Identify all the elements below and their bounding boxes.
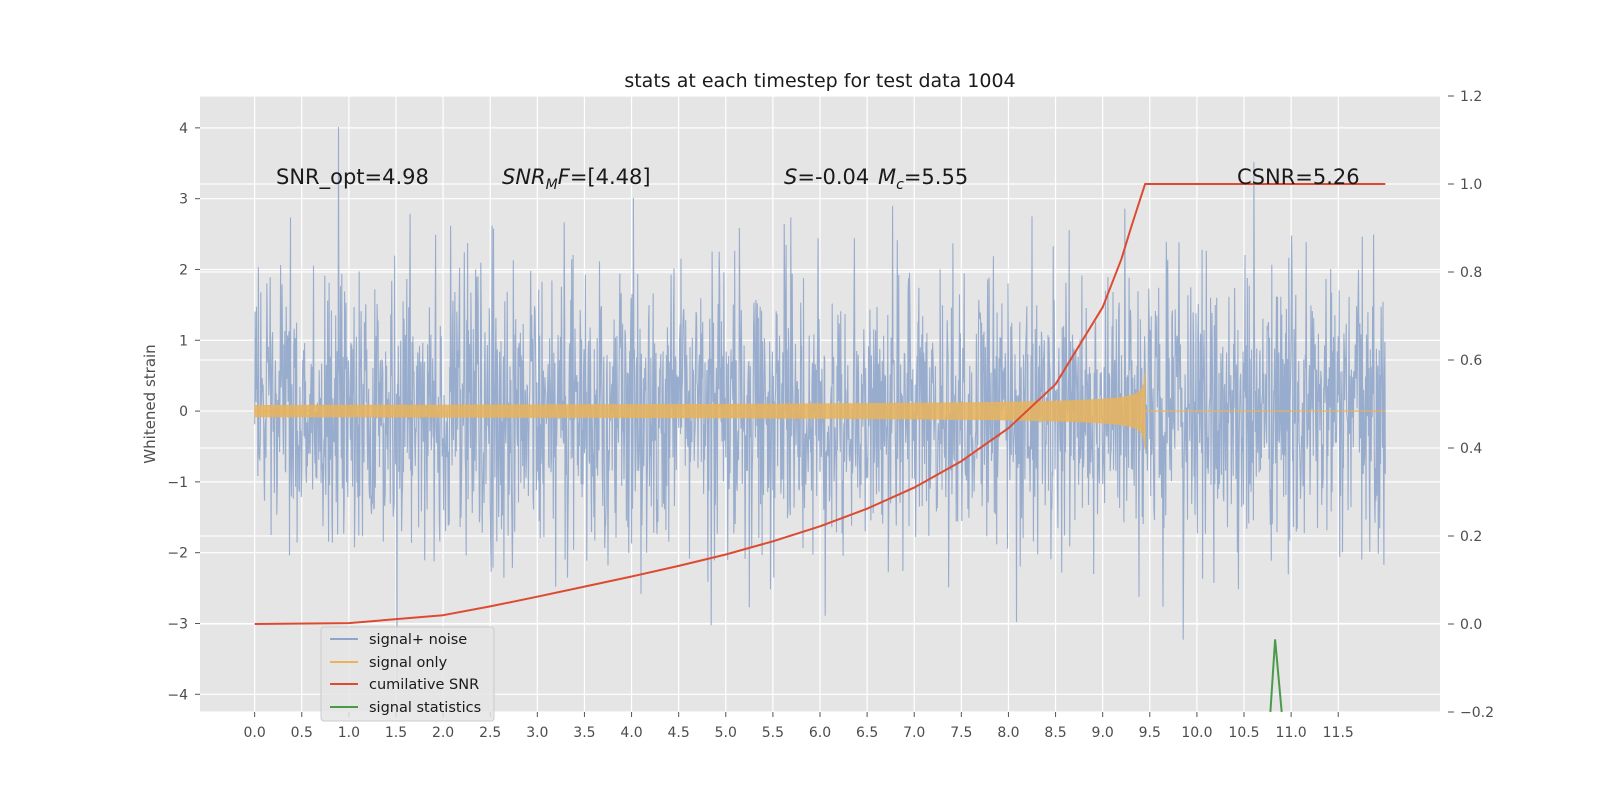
x-axis-ticks: 0.0 0.5 1.0 1.5 2.0 2.5 3.0 3.5 4.0 4.5 5.0 5.5 6.0 6… bbox=[244, 712, 1354, 741]
x-tick-label: 9.0 bbox=[1092, 725, 1114, 741]
x-tick-label: 5.5 bbox=[762, 725, 784, 741]
area-signal-only bbox=[254, 372, 1146, 450]
y-tick-label: 0 bbox=[179, 404, 188, 420]
x-tick-label: 10.0 bbox=[1181, 725, 1212, 741]
legend: signal+ noise signal only cumilative SNR… bbox=[320, 626, 495, 722]
y2-tick-label: 1.2 bbox=[1460, 89, 1482, 105]
annotation-csnr: CSNR=5.26 bbox=[1237, 165, 1360, 189]
annotation-snr-opt: SNR_opt=4.98 bbox=[276, 165, 429, 190]
annotations: SNR_opt=4.98 SNRMF=[4.48] S=-0.04 Mc=5.5… bbox=[276, 165, 1360, 193]
legend-label-cumulative-snr: cumilative SNR bbox=[369, 677, 479, 693]
x-tick-label: 8.0 bbox=[997, 725, 1019, 741]
annotation-stat-mc: Mc=5.55 bbox=[878, 165, 968, 193]
series-signal-statistics bbox=[1269, 639, 1283, 713]
annotation-snr-mf: SNRMF=[4.48] bbox=[502, 165, 651, 193]
x-tick-label: 6.5 bbox=[856, 725, 878, 741]
x-tick-label: 0.5 bbox=[291, 725, 313, 741]
x-tick-label: 6.0 bbox=[809, 725, 831, 741]
y-tick-label: 4 bbox=[179, 121, 188, 137]
x-tick-label: 7.5 bbox=[950, 725, 972, 741]
legend-label-signal-only: signal only bbox=[369, 655, 448, 671]
x-tick-label: 4.0 bbox=[620, 725, 642, 741]
y2-tick-label: 1.0 bbox=[1460, 177, 1482, 193]
y2-tick-label: 0.6 bbox=[1460, 353, 1482, 369]
y-tick-label: −3 bbox=[167, 616, 188, 632]
series-signal-plus-noise bbox=[254, 126, 1386, 688]
y2-tick-label: 0.0 bbox=[1460, 617, 1482, 633]
x-tick-label: 7.0 bbox=[903, 725, 925, 741]
y-tick-label: 1 bbox=[179, 333, 188, 349]
series-cumulative-snr bbox=[254, 183, 1386, 625]
x-tick-label: 10.5 bbox=[1228, 725, 1259, 741]
x-tick-label: 0.0 bbox=[244, 725, 266, 741]
x-tick-label: 1.0 bbox=[338, 725, 360, 741]
y2-tick-label: −0.2 bbox=[1460, 705, 1494, 721]
y-tick-label: −4 bbox=[167, 687, 188, 703]
y-tick-label: −1 bbox=[167, 475, 188, 491]
series-signal-only bbox=[254, 372, 1386, 450]
x-tick-label: 1.5 bbox=[385, 725, 407, 741]
x-tick-label: 11.0 bbox=[1276, 725, 1307, 741]
y-tick-label: 2 bbox=[179, 262, 188, 278]
x-tick-label: 9.5 bbox=[1139, 725, 1161, 741]
legend-label-signal-statistics: signal statistics bbox=[369, 700, 481, 716]
x-tick-label: 11.5 bbox=[1323, 725, 1354, 741]
x-tick-label: 5.0 bbox=[715, 725, 737, 741]
y2-tick-label: 0.8 bbox=[1460, 265, 1482, 281]
legend-box bbox=[320, 626, 495, 722]
y-axis-label: Whitened strain bbox=[141, 344, 159, 463]
x-tick-label: 3.0 bbox=[526, 725, 548, 741]
y-tick-label: −2 bbox=[167, 546, 188, 562]
y-tick-label: 3 bbox=[179, 192, 188, 208]
y2-tick-label: 0.2 bbox=[1460, 529, 1482, 545]
x-tick-label: 8.5 bbox=[1044, 725, 1066, 741]
line-signal-plus-noise bbox=[254, 126, 1386, 688]
y2-axis-ticks: −0.2 0.0 0.2 0.4 0.6 0.8 1.0 1.2 bbox=[1448, 89, 1494, 721]
x-tick-label: 3.5 bbox=[573, 725, 595, 741]
y2-tick-label: 0.4 bbox=[1460, 441, 1482, 457]
annotation-stat-s: S=-0.04 bbox=[784, 165, 869, 189]
chart-title: stats at each timestep for test data 100… bbox=[624, 70, 1015, 92]
x-tick-label: 4.5 bbox=[668, 725, 690, 741]
legend-label-signal-plus-noise: signal+ noise bbox=[369, 632, 467, 648]
line-signal-statistics bbox=[1269, 639, 1283, 713]
line-cumulative-snr bbox=[254, 183, 1386, 625]
x-tick-label: 2.5 bbox=[479, 725, 501, 741]
x-tick-label: 2.0 bbox=[432, 725, 454, 741]
y-axis-ticks: −4 −3 −2 −1 0 1 2 3 4 bbox=[167, 121, 200, 703]
